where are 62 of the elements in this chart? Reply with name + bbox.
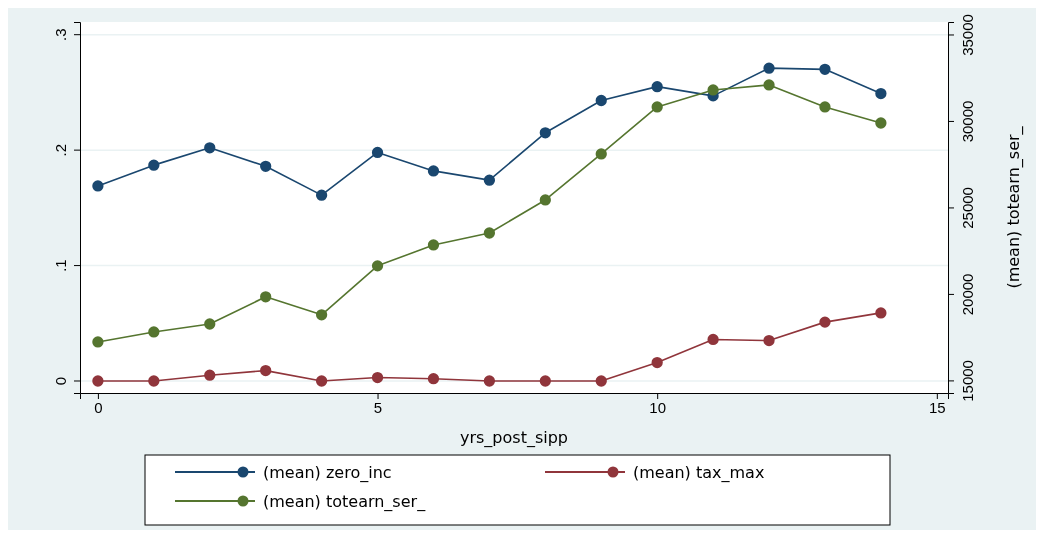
y-tick-label: .2 <box>52 143 69 157</box>
y2-tick-label: 15000 <box>959 360 977 402</box>
point <box>315 375 328 387</box>
point <box>595 148 607 160</box>
point <box>260 364 272 377</box>
legend-label: (mean) tax_max <box>633 462 765 483</box>
point <box>427 165 440 177</box>
y2-axis-title: (mean) totearn_ser_ <box>1003 125 1024 289</box>
point <box>92 180 104 192</box>
point <box>148 375 160 387</box>
point <box>595 375 607 387</box>
y2-tick-label: 30000 <box>959 100 977 143</box>
point <box>707 84 719 96</box>
point <box>260 291 272 303</box>
legend-label: (mean) totearn_ser_ <box>263 491 427 512</box>
point <box>371 146 384 159</box>
y2-tick-label: 25000 <box>959 187 977 229</box>
y-tick-label: .1 <box>52 259 69 272</box>
point <box>819 316 831 328</box>
point <box>595 94 607 107</box>
point <box>315 189 328 201</box>
point <box>204 369 216 381</box>
point <box>763 62 775 74</box>
point <box>483 375 496 387</box>
x-tick-label: 10 <box>649 398 667 416</box>
point <box>371 371 384 384</box>
point <box>483 227 496 239</box>
point <box>148 159 160 171</box>
y2-tick-label: 20000 <box>959 273 977 316</box>
point <box>92 375 104 387</box>
point <box>539 127 551 139</box>
point <box>707 333 719 346</box>
x-tick-label: 0 <box>94 398 103 416</box>
point <box>204 142 216 154</box>
point <box>427 239 440 251</box>
y-tick-label: 0 <box>52 376 69 386</box>
point <box>427 373 440 385</box>
point <box>651 81 663 93</box>
point <box>763 79 775 91</box>
point <box>763 334 775 347</box>
legend-label: (mean) zero_inc <box>263 462 392 483</box>
point <box>371 260 384 272</box>
x-tick-label: 5 <box>373 398 383 416</box>
point <box>483 174 496 186</box>
point <box>651 101 663 113</box>
point <box>875 87 887 100</box>
y-tick-label: .3 <box>52 28 69 41</box>
x-tick-label: 15 <box>928 398 946 416</box>
point <box>148 326 160 338</box>
point <box>651 356 663 369</box>
point <box>819 101 831 113</box>
point <box>260 160 272 172</box>
point <box>539 194 551 206</box>
x-axis-title: yrs_post_sipp <box>459 428 569 448</box>
point <box>92 336 104 348</box>
y2-tick-label: 35000 <box>959 14 977 56</box>
point <box>819 63 831 75</box>
point <box>315 309 328 321</box>
point <box>875 307 887 319</box>
point <box>875 117 887 129</box>
point <box>204 318 216 330</box>
point <box>539 375 551 387</box>
